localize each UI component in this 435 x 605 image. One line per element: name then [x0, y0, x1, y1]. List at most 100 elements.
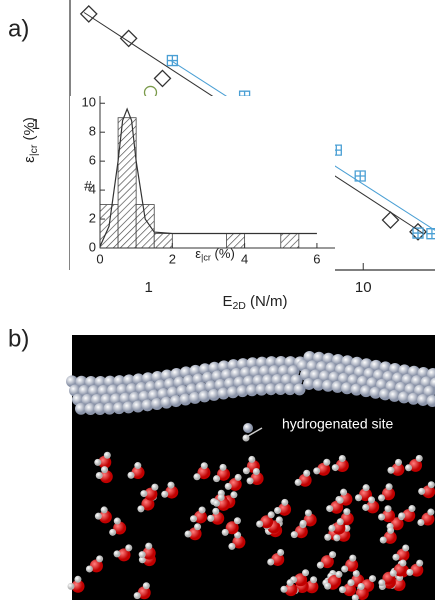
hydrogen-atom	[332, 464, 339, 471]
x-tick-label: 2	[169, 251, 176, 266]
hydrogen-atom	[358, 583, 365, 590]
label-main: E	[222, 293, 232, 310]
hydrogen-atom	[94, 459, 101, 466]
axis-label: E2D (N/m)	[222, 293, 287, 312]
hydrogen-atom	[151, 484, 158, 491]
hydrogen-atom	[333, 534, 340, 541]
label-rest: (%)	[211, 246, 235, 261]
hydrogen-atom	[302, 569, 309, 576]
hydrogen-atom	[416, 455, 423, 462]
hydrogen-atom	[114, 550, 121, 557]
hydrogen-atom	[267, 559, 274, 566]
hydrogen-atom	[303, 470, 310, 477]
data-point	[427, 229, 435, 239]
hydrogen-atom	[355, 494, 362, 501]
hydrogen-atom	[230, 491, 237, 498]
hydrogen-atom	[305, 509, 312, 516]
hydrogen-atom	[408, 505, 415, 512]
hydrogen-atom	[212, 508, 219, 515]
hydrogen-atom	[300, 520, 307, 527]
hydrogen-atom	[378, 579, 385, 586]
hydrogen-atom	[161, 491, 168, 498]
label-sub: |cr	[28, 144, 40, 156]
hydrogen-atom	[329, 551, 336, 558]
hydrogen-atom	[74, 576, 81, 583]
hydrogen-atom	[343, 508, 350, 515]
hydrogen-atom	[416, 560, 423, 567]
hydrogen-atom	[193, 473, 200, 480]
hydrogen-atom	[247, 477, 254, 484]
hydrogen-atom	[405, 464, 412, 471]
hydrogen-atom	[220, 464, 227, 471]
y-tick-label: 6	[89, 153, 96, 168]
hydrogen-atom	[125, 544, 132, 551]
hydrogen-atom	[281, 499, 288, 506]
hydrogen-atom	[222, 529, 229, 536]
hydrogen-atom	[295, 479, 302, 486]
hydrogen-atom	[167, 482, 174, 489]
hydrogen-atom	[324, 534, 331, 541]
hydrogen-atom	[340, 489, 347, 496]
hydrogen-atom	[256, 520, 263, 527]
hydrogen-atom	[185, 530, 192, 537]
axis-label: #	[84, 178, 92, 194]
hydrogen-atom	[235, 474, 242, 481]
label-rest: (%)	[21, 117, 38, 145]
label-sub: |cr	[201, 253, 211, 263]
hydrogen-atom	[337, 497, 344, 504]
hydrogen-atom	[317, 562, 324, 569]
hydrogen-atom	[114, 518, 121, 525]
y-tick-label: 0	[89, 239, 96, 254]
hydrogen-atom	[369, 575, 376, 582]
hydrogen-atom	[339, 586, 346, 593]
hydrogen-atom	[339, 455, 346, 462]
hydrogen-atom	[218, 494, 225, 501]
histogram-bar	[136, 205, 154, 248]
hydrogen-atom	[234, 517, 241, 524]
hydrogen-atom	[378, 494, 385, 501]
hydrogen-atom	[341, 566, 348, 573]
hydrogen-atom	[143, 582, 150, 589]
hydrogen-atom	[387, 527, 394, 534]
hydrogen-atom	[213, 500, 220, 507]
hydrogen-atom	[104, 452, 111, 459]
hydrogen-atom	[392, 554, 399, 561]
x-tick-label: 0	[96, 251, 103, 266]
hydrogen-atom	[199, 506, 206, 513]
hydrogen-atom	[128, 472, 135, 479]
carbon-atom	[243, 423, 253, 433]
x-tick-label: 6	[313, 251, 320, 266]
label-rest: (N/m)	[246, 293, 288, 310]
hydrogen-atom	[310, 576, 317, 583]
hydrogen-atom	[68, 583, 75, 590]
hydrogen-atom	[326, 505, 333, 512]
hydrogen-atom	[390, 570, 397, 577]
hydrogen-atom	[323, 459, 330, 466]
hydrogen-atom	[291, 531, 298, 538]
hydrogen-atom	[280, 586, 287, 593]
x-tick-label: 10	[355, 279, 372, 296]
hydrogen-atom	[418, 488, 425, 495]
y-tick-label: 8	[89, 124, 96, 139]
hydrogen-atom	[243, 467, 250, 474]
x-tick-label: 4	[241, 251, 248, 266]
hydrogen-atom	[277, 549, 284, 556]
hydrogen-atom	[335, 571, 342, 578]
histogram-bar	[154, 234, 172, 248]
hydrogen-atom	[248, 456, 255, 463]
hydrogen-atom	[194, 523, 201, 530]
hydrogen-atom	[109, 529, 116, 536]
hydrogen-atom	[96, 555, 103, 562]
hydrogen-atom	[427, 509, 434, 516]
hydrogen-atom	[134, 462, 141, 469]
hydrogen-atom	[96, 472, 103, 479]
hydrogen-atom	[139, 551, 146, 558]
hydrogen-atom	[398, 512, 405, 519]
panel-label: b)	[8, 325, 29, 352]
hydrogen-atom	[347, 579, 354, 586]
data-point	[383, 212, 399, 228]
hydrogen-atom	[101, 466, 108, 473]
hydrogen-atom	[101, 506, 108, 513]
hydrogen-atom	[368, 496, 375, 503]
